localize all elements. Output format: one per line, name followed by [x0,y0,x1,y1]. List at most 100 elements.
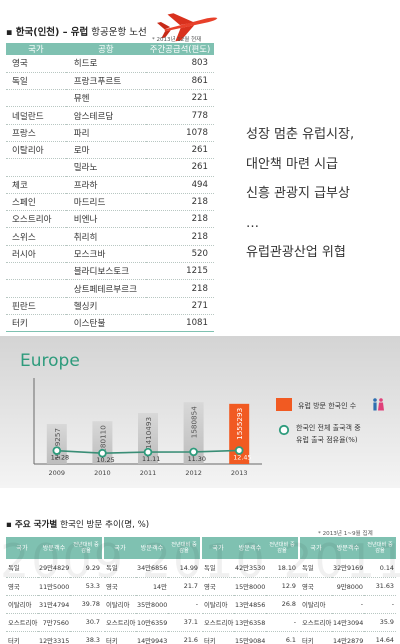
visitor-country: 이탈리아 [300,595,332,614]
visitor-growth: 21.7 [168,577,200,596]
route-row: 핀란드 헬싱키 271 [6,297,214,315]
visitor-growth: 39.78 [70,595,102,614]
route-row: 오스트리아 비엔나 218 [6,210,214,229]
share-value-label: 10.25 [96,456,114,464]
chart-title: Europe [20,351,80,371]
headline-line: … [246,215,259,231]
legend-line-marker [278,424,290,436]
legend-bar-label: 유럽 방문 한국인 수 [298,401,357,410]
route-airport: 모스크바 [65,245,147,264]
visitors-table-2009: 국가 방문객수 전년대비 증감율 독일 29만4829 9.29 영국 11만5000 53.3… [6,537,102,644]
route-row: 밀라노 261 [6,158,214,177]
route-country: 오스트리아 [6,210,66,229]
visitors-row: 독일 32만9169 0.14 [300,559,396,578]
col-visitors: 방문객수 [136,537,168,559]
route-airport: 블라디보스토크 [65,262,147,281]
legend-line-label-2: 유럽 출국 점유율(%) [296,435,358,444]
route-country [6,158,66,177]
visitor-country: 영국 [6,577,38,596]
route-row: 블라디보스토크 1215 [6,262,214,281]
visitors-row: 이탈리아 - - [300,595,396,614]
visitors-tables: 국가 방문객수 전년대비 증감율 독일 29만4829 9.29 영국 11만5000 53.3… [6,537,396,644]
route-airport: 밀라노 [65,158,147,177]
route-airport: 헬싱키 [65,297,147,315]
visitor-count: 29만4829 [38,559,70,578]
routes-title-rest: 항공운항 노선 [88,27,147,38]
visitors-title: ▪ 주요 국가별 한국인 방문 추이(명, %) [6,518,149,530]
visitor-growth: 18.10 [266,559,298,578]
col-growth: 전년대비 증감율 [168,537,200,559]
col-visitors: 방문객수 [332,537,364,559]
airplane-icon [157,13,218,42]
col-airport: 공항 [65,43,147,55]
route-country: 스위스 [6,227,66,246]
route-country [6,279,66,298]
route-row: 러시아 모스크바 520 [6,245,214,264]
visitor-count: 42만3530 [234,559,266,578]
visitors-row: 독일 42만3530 18.10 [202,559,298,578]
visitors-row: 영국 9만8000 31.63 [300,577,396,596]
route-row: 이탈리아 로마 261 [6,141,214,160]
share-value-label: 11.11 [142,455,160,463]
visitor-country: 이탈리아 [202,595,234,614]
visitors-row: 독일 34만6856 14.99 [104,559,200,578]
route-airport: 로마 [65,141,147,160]
col-country: 국가 [6,43,66,55]
route-row: 독일 프랑크푸르트 861 [6,72,214,91]
col-growth: 전년대비 증감율 [70,537,102,559]
route-country: 독일 [6,72,66,91]
route-frequency: 218 [146,227,214,246]
visitors-row: 오스트리아 7만7560 30.7 [6,613,102,632]
visitors-row: 영국 11만5000 53.3 [6,577,102,596]
person-icon [379,398,383,402]
route-country [6,262,66,281]
route-row: 상트페테르부르크 218 [6,279,214,298]
routes-title-bold: ▪ 한국(인천) – 유럽 [6,27,89,38]
route-frequency: 861 [146,72,214,91]
bar-2009 [46,424,67,464]
routes-table: 국가 공항 주간공급석(편도) 영국 히드로 803 독일 프랑크푸르트 861 뮤헨 221… [6,43,214,333]
bar-2011 [138,412,158,464]
route-frequency: 778 [146,106,214,125]
visitor-count: 14만3094 [332,613,364,632]
route-country: 프랑스 [6,124,66,142]
visitors-row: 오스트리아 13만6358- [202,613,298,632]
route-airport: 프랑크푸르트 [65,72,147,91]
visitor-count: 35만8000 [136,595,168,614]
visitors-row: 오스트리아 14만3094 35.9 [300,613,396,632]
visitor-count: 15만8000 [234,577,266,596]
visitor-count: - [332,595,364,614]
bar-value-label: 1555293 [235,408,244,440]
person-icon [373,402,377,411]
visitor-count: 14만9943 [136,631,168,644]
visitors-row: 터키 14만9943 21.6 [104,631,200,644]
route-row: 체코 프라하 494 [6,176,214,194]
visitor-growth: 21.6 [168,631,200,644]
visitors-row: 영국 14만 21.7 [104,577,200,596]
visitors-row: 이탈리아 13만4856 26.8 [202,595,298,614]
visitor-country: 영국 [202,577,234,596]
visitor-growth: 38.3 [70,631,102,644]
chart-canvas: Europe 1169257 2009 1280110 2010 1410493 2011 1… [0,336,400,488]
routes-title: ▪ 한국(인천) – 유럽 항공운항 노선 [6,24,147,38]
visitors-row: 터키 15만9084 6.1 [202,631,298,644]
visitors-table-2011: 국가 방문객수 전년대비 증감율 독일 42만3530 18.10 영국 15만8000 12.… [202,537,298,644]
route-frequency: 218 [146,279,214,298]
share-value-label: 11.30 [188,455,206,463]
legend-bar-swatch [276,398,292,411]
person-icon [373,398,377,402]
visitors-row: 이탈리아 31만4794 39.78 [6,595,102,614]
visitor-growth: 6.1 [266,631,298,644]
x-tick-label: 2009 [49,469,66,477]
x-tick-label: 2013 [231,469,248,477]
visitor-growth: - [266,613,298,632]
col-country: 국가 [202,537,234,559]
visitor-growth: 37.1 [168,613,200,632]
route-frequency: 261 [146,158,214,177]
visitor-count: 13만4856 [234,595,266,614]
visitors-row: 오스트리아 10만6359 37.1 [104,613,200,632]
route-row: 네덜란드 암스테르담 778 [6,106,214,125]
route-frequency: 1215 [146,262,214,281]
route-country [6,89,66,108]
route-frequency: 221 [146,89,214,108]
